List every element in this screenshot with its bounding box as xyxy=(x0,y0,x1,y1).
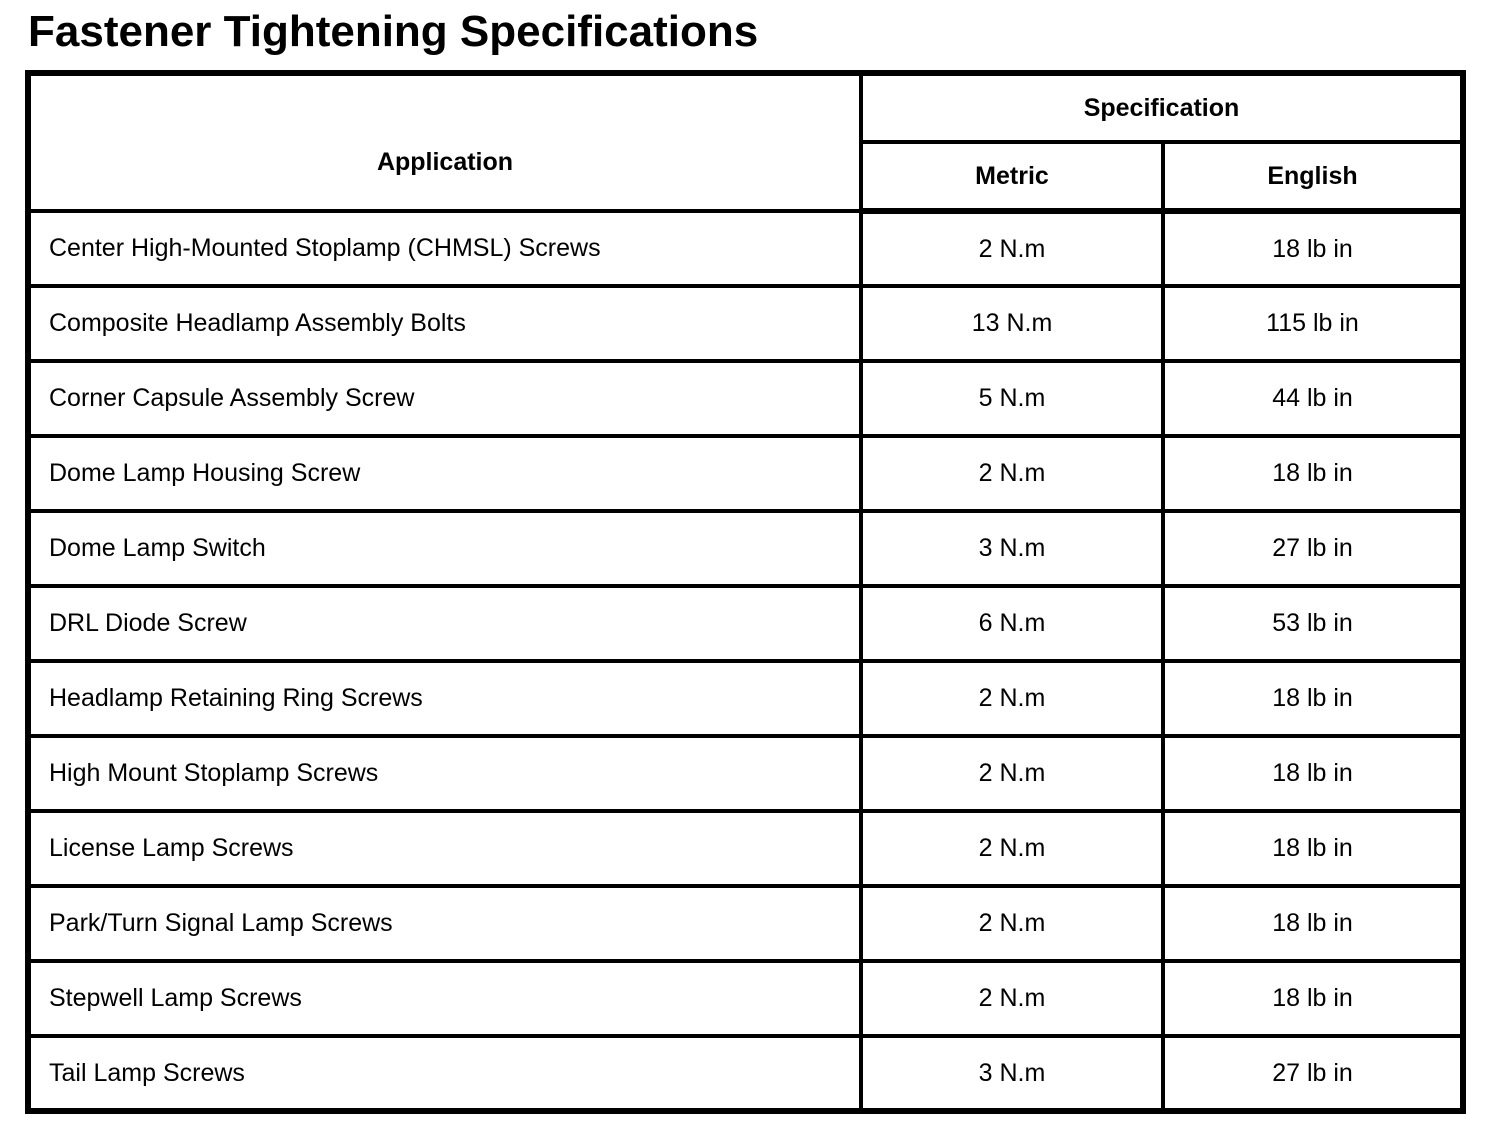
table-row: Headlamp Retaining Ring Screws 2 N.m 18 lb… xyxy=(26,659,1465,738)
table-row: License Lamp Screws 2 N.m 18 lb in xyxy=(26,809,1465,888)
header-row-specification: Application Specification xyxy=(26,71,1465,213)
metric-value-cell: 2 N.m xyxy=(859,734,1165,813)
table-body: Center High-Mounted Stoplamp (CHMSL) Scr… xyxy=(26,209,1465,1113)
english-value-cell: 18 lb in xyxy=(1161,809,1465,888)
english-value-cell: 27 lb in xyxy=(1161,509,1465,588)
english-value-cell: 27 lb in xyxy=(1161,1034,1465,1113)
column-header-metric: Metric xyxy=(859,140,1165,214)
english-value-cell: 18 lb in xyxy=(1161,959,1465,1038)
english-value-cell: 18 lb in xyxy=(1161,884,1465,963)
table-row: High Mount Stoplamp Screws 2 N.m 18 lb in xyxy=(26,734,1465,813)
fastener-specifications-table: Application Specification Metric English… xyxy=(25,70,1466,1114)
english-value-cell: 44 lb in xyxy=(1161,359,1465,438)
header-row-units: Metric English xyxy=(28,140,1465,214)
table-row: Corner Capsule Assembly Screw 5 N.m 44 lb … xyxy=(26,359,1465,438)
column-header-specification: Specification xyxy=(859,71,1465,144)
english-value-cell: 18 lb in xyxy=(1161,734,1465,813)
metric-value-cell: 2 N.m xyxy=(859,959,1165,1038)
metric-value-cell: 2 N.m xyxy=(859,209,1165,288)
english-value-cell: 18 lb in xyxy=(1161,434,1465,513)
application-cell: Corner Capsule Assembly Screw xyxy=(26,359,863,438)
column-header-application: Application xyxy=(26,71,863,213)
metric-value-cell: 3 N.m xyxy=(859,509,1165,588)
metric-value-cell: 2 N.m xyxy=(859,434,1165,513)
application-cell: Composite Headlamp Assembly Bolts xyxy=(26,284,863,363)
english-value-cell: 18 lb in xyxy=(1161,209,1465,288)
metric-value-cell: 2 N.m xyxy=(859,809,1165,888)
metric-value-cell: 5 N.m xyxy=(859,359,1165,438)
english-value-cell: 53 lb in xyxy=(1161,584,1465,663)
metric-value-cell: 2 N.m xyxy=(859,884,1165,963)
application-cell: DRL Diode Screw xyxy=(26,584,863,663)
metric-value-cell: 2 N.m xyxy=(859,659,1165,738)
english-value-cell: 115 lb in xyxy=(1161,284,1465,363)
table-row: Composite Headlamp Assembly Bolts 13 N.m 1… xyxy=(26,284,1465,363)
table-row: Park/Turn Signal Lamp Screws 2 N.m 18 lb i… xyxy=(26,884,1465,963)
metric-value-cell: 13 N.m xyxy=(859,284,1165,363)
application-cell: Park/Turn Signal Lamp Screws xyxy=(26,884,863,963)
metric-value-cell: 6 N.m xyxy=(859,584,1165,663)
application-cell: Dome Lamp Switch xyxy=(26,509,863,588)
application-cell: Stepwell Lamp Screws xyxy=(26,959,863,1038)
column-header-english: English xyxy=(1161,140,1465,214)
table-row: Dome Lamp Switch 3 N.m 27 lb in xyxy=(26,509,1465,588)
application-cell: Dome Lamp Housing Screw xyxy=(26,434,863,513)
application-cell: High Mount Stoplamp Screws xyxy=(26,734,863,813)
english-value-cell: 18 lb in xyxy=(1161,659,1465,738)
application-cell: Headlamp Retaining Ring Screws xyxy=(26,659,863,738)
metric-value-cell: 3 N.m xyxy=(859,1034,1165,1113)
table-row: Dome Lamp Housing Screw 2 N.m 18 lb in xyxy=(26,434,1465,513)
application-cell: Tail Lamp Screws xyxy=(26,1034,863,1113)
application-cell: License Lamp Screws xyxy=(26,809,863,888)
table-header: Application Specification Metric English xyxy=(26,71,1465,214)
page-title: Fastener Tightening Specifications xyxy=(28,7,759,56)
table-row: Stepwell Lamp Screws 2 N.m 18 lb in xyxy=(26,959,1465,1038)
table-row: Tail Lamp Screws 3 N.m 27 lb in xyxy=(26,1034,1465,1113)
application-cell: Center High-Mounted Stoplamp (CHMSL) Scr… xyxy=(26,209,863,288)
table-row: DRL Diode Screw 6 N.m 53 lb in xyxy=(26,584,1465,663)
table-row: Center High-Mounted Stoplamp (CHMSL) Scr… xyxy=(26,209,1465,288)
